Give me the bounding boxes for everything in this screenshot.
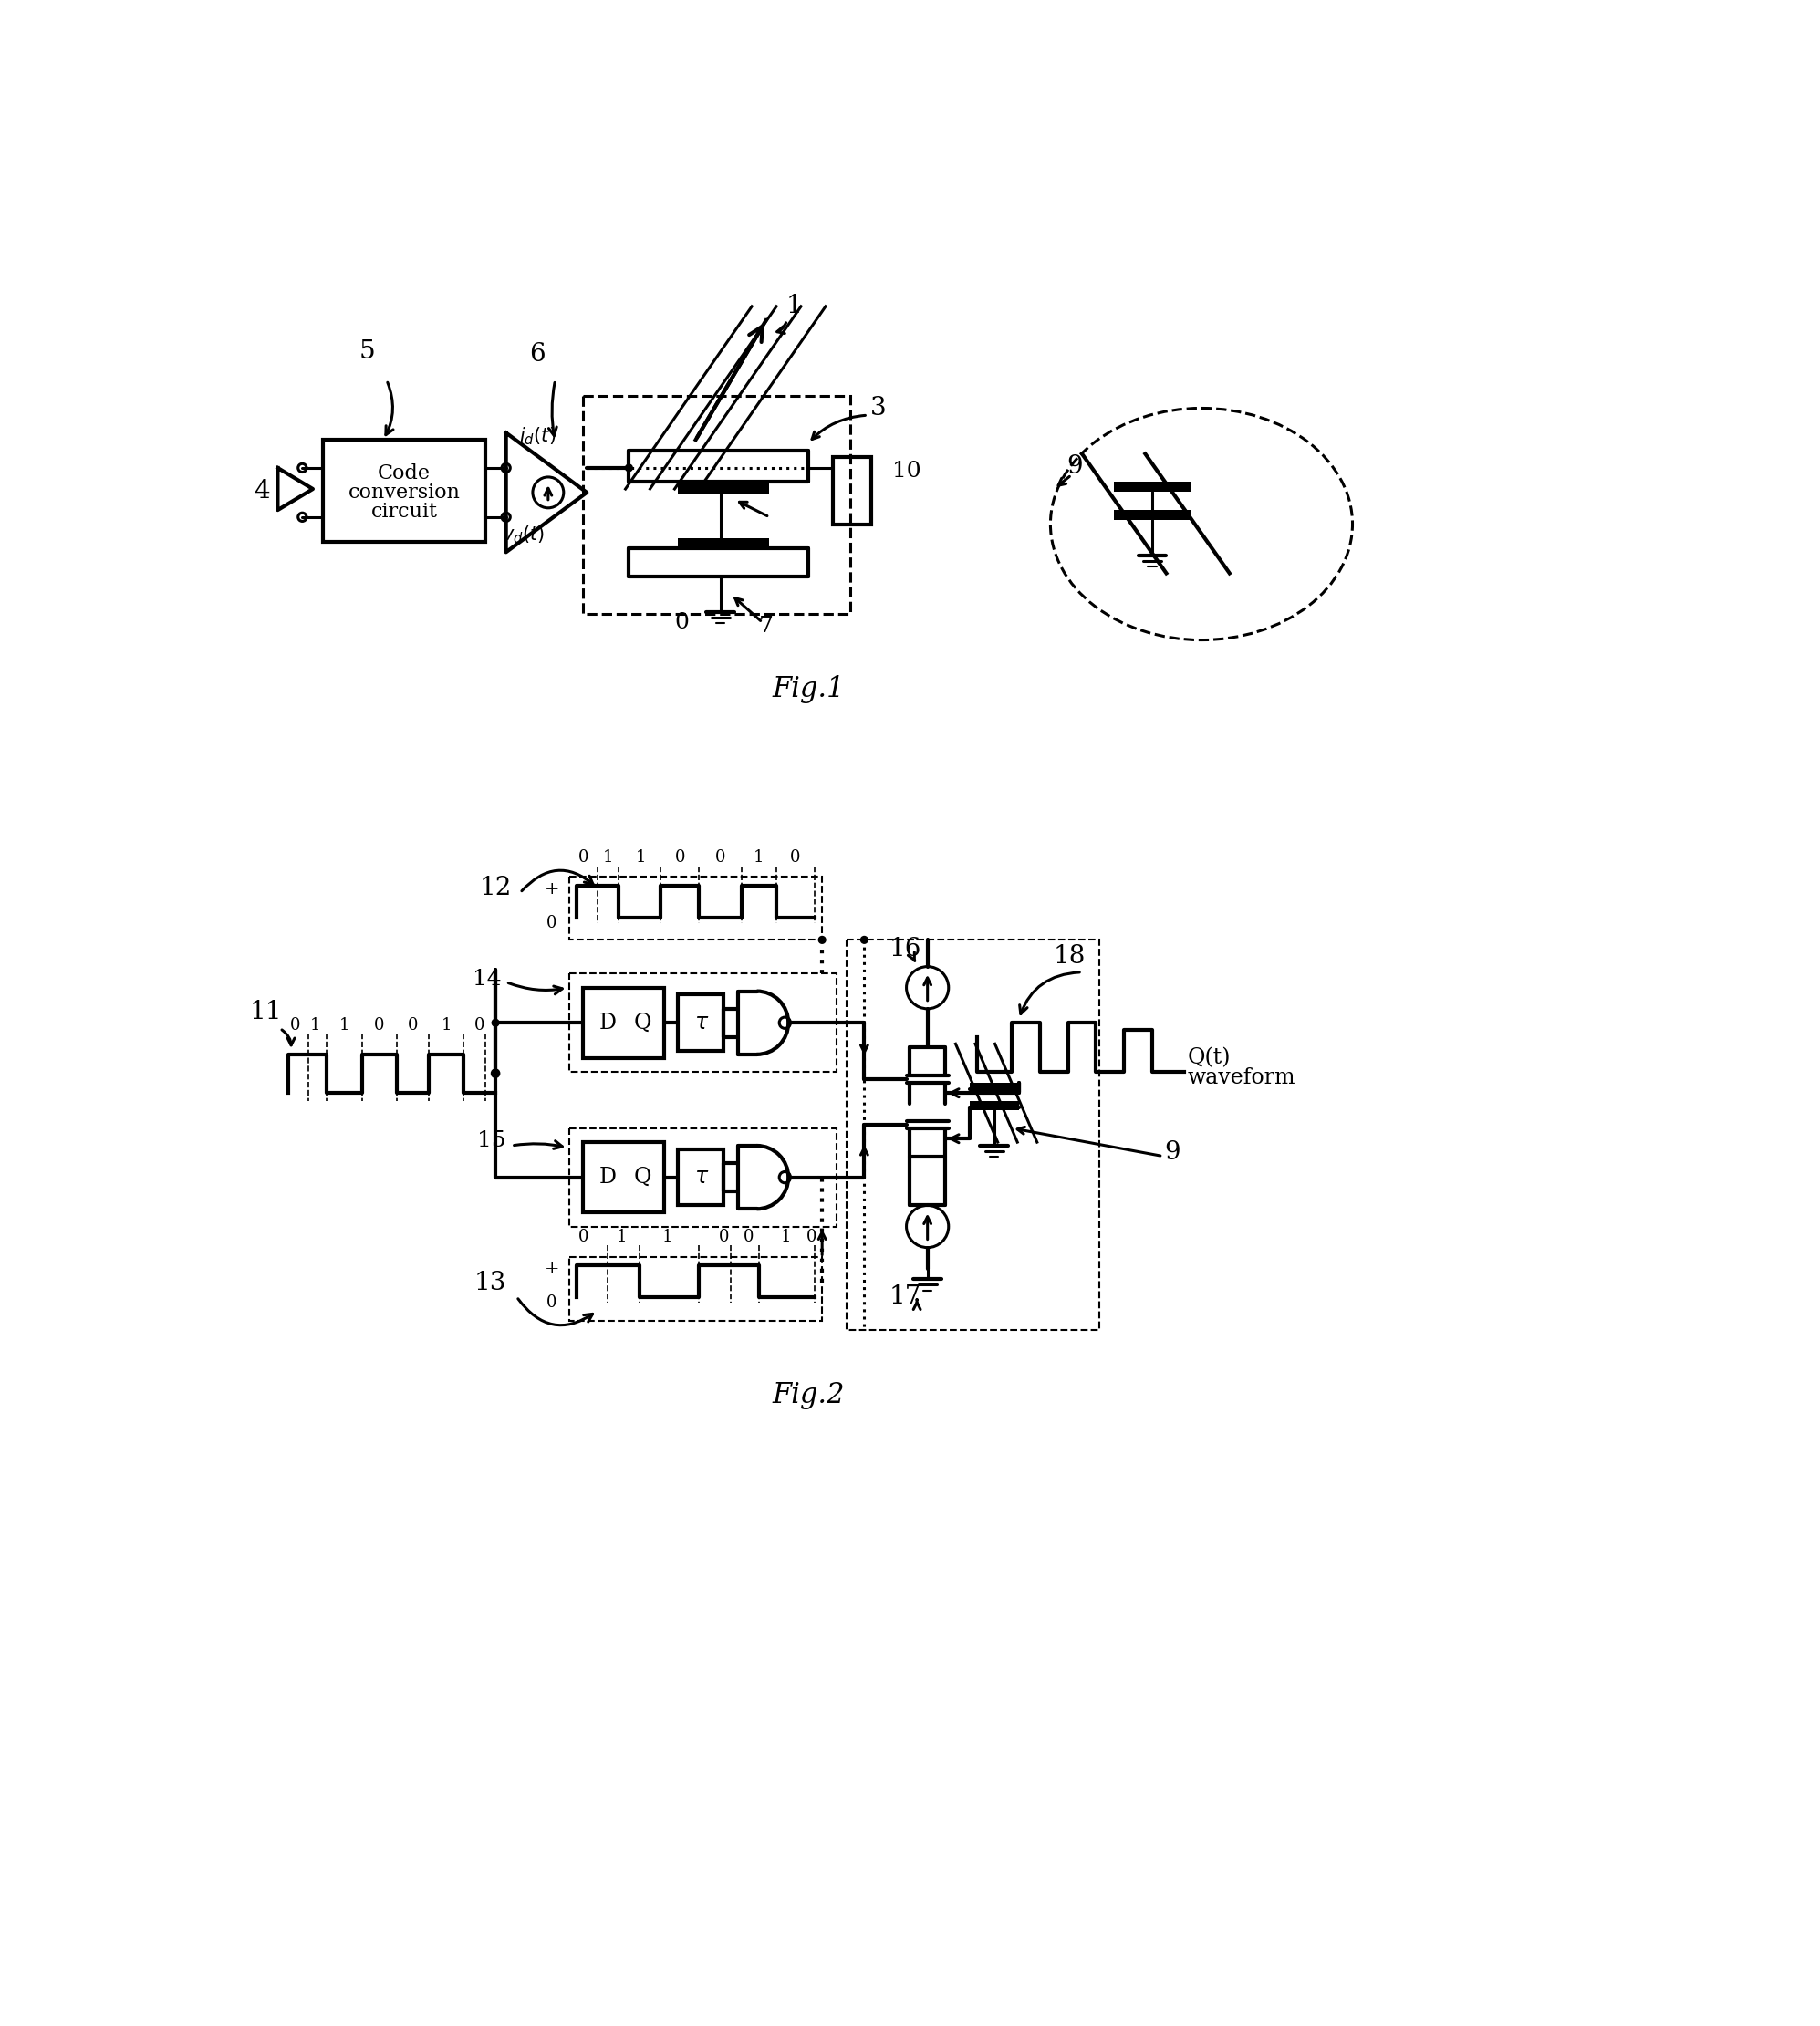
Text: Code: Code [379, 464, 431, 484]
Text: circuit: circuit [371, 500, 437, 521]
Text: 1: 1 [753, 849, 764, 865]
Text: 0: 0 [289, 1017, 300, 1033]
Text: 11: 11 [249, 1001, 282, 1025]
Text: 1: 1 [309, 1017, 320, 1033]
Text: $\tau$: $\tau$ [693, 1013, 708, 1033]
Text: 12: 12 [479, 875, 511, 900]
Text: +: + [544, 1260, 559, 1276]
Text: D: D [599, 1013, 617, 1033]
Text: waveform: waveform [1187, 1068, 1296, 1088]
Text: Fig.2: Fig.2 [772, 1382, 844, 1410]
Text: 17: 17 [888, 1284, 921, 1309]
Text: conversion: conversion [348, 482, 460, 502]
Text: 18: 18 [1054, 944, 1085, 968]
Text: 10: 10 [892, 460, 921, 482]
Bar [679, 995, 724, 1051]
Text: 3: 3 [870, 395, 886, 421]
Circle shape [626, 464, 633, 472]
Text: 6: 6 [530, 342, 546, 367]
Circle shape [819, 936, 826, 944]
Text: 0: 0 [375, 1017, 384, 1033]
Bar [679, 539, 770, 547]
Bar [324, 440, 484, 541]
Bar [582, 987, 664, 1058]
Text: 0: 0 [579, 849, 588, 865]
Bar [832, 458, 872, 525]
Bar [846, 940, 1099, 1329]
Text: 9: 9 [1067, 454, 1083, 478]
Text: Q: Q [633, 1167, 652, 1187]
Bar [570, 877, 823, 940]
Text: 0: 0 [473, 1017, 484, 1033]
Text: 0: 0 [546, 916, 557, 932]
Text: 1: 1 [781, 1230, 792, 1246]
Text: 0: 0 [806, 1230, 817, 1246]
Text: 7: 7 [759, 616, 774, 636]
Text: 0: 0 [546, 1295, 557, 1311]
Bar [582, 397, 850, 614]
Text: 9: 9 [1165, 1141, 1179, 1165]
Text: 0: 0 [675, 612, 688, 632]
Text: 0: 0 [715, 849, 726, 865]
Text: 0: 0 [743, 1230, 753, 1246]
Text: 13: 13 [475, 1270, 506, 1295]
Text: 5: 5 [359, 340, 375, 365]
Text: 1: 1 [602, 849, 613, 865]
Text: 16: 16 [888, 936, 921, 962]
Bar [570, 1258, 823, 1321]
Text: $\tau$: $\tau$ [693, 1167, 708, 1187]
Bar [1114, 511, 1190, 521]
Text: 1: 1 [662, 1230, 673, 1246]
Text: Q: Q [633, 1013, 652, 1033]
Bar [970, 1082, 1019, 1090]
Text: 1: 1 [635, 849, 646, 865]
Text: Q(t): Q(t) [1187, 1047, 1230, 1068]
Text: $i_d(t)$: $i_d(t)$ [519, 425, 557, 448]
Bar [679, 1149, 724, 1205]
Circle shape [491, 1070, 501, 1078]
Text: 1: 1 [440, 1017, 451, 1033]
Bar [1114, 482, 1190, 492]
Text: 0: 0 [719, 1230, 730, 1246]
Text: 0: 0 [790, 849, 801, 865]
Text: 0: 0 [675, 849, 686, 865]
Bar [679, 484, 770, 492]
Text: D: D [599, 1167, 617, 1187]
Bar [970, 1102, 1019, 1110]
Text: 0: 0 [579, 1230, 588, 1246]
Bar [582, 1143, 664, 1212]
Text: 15: 15 [477, 1131, 506, 1151]
Text: 1: 1 [339, 1017, 349, 1033]
Circle shape [491, 1019, 499, 1027]
Text: 0: 0 [408, 1017, 419, 1033]
Text: 1: 1 [617, 1230, 628, 1246]
Bar [570, 1128, 835, 1226]
Text: $v_d(t)$: $v_d(t)$ [502, 525, 544, 545]
Text: +: + [544, 881, 559, 898]
Text: Fig.1: Fig.1 [772, 675, 844, 703]
Circle shape [861, 936, 868, 944]
Text: 4: 4 [253, 478, 269, 502]
Bar [570, 975, 835, 1072]
Text: 1: 1 [786, 294, 803, 318]
Text: 14: 14 [471, 968, 501, 991]
